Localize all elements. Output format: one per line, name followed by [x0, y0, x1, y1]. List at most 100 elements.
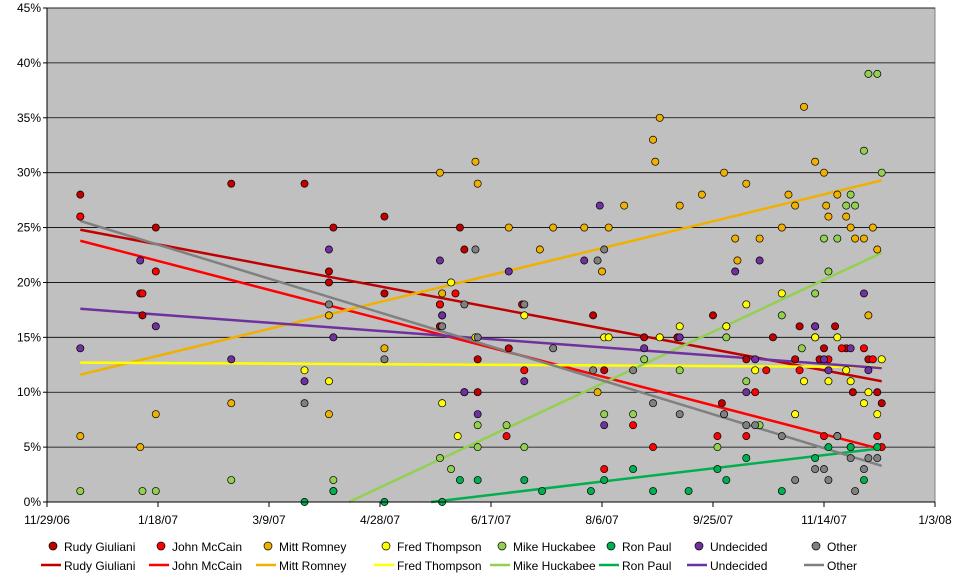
- data-point: [873, 69, 882, 78]
- data-point: [877, 168, 886, 177]
- data-point: [675, 410, 684, 419]
- data-point: [438, 322, 447, 331]
- data-point: [324, 278, 333, 287]
- data-point: [713, 465, 722, 474]
- data-point: [520, 377, 529, 386]
- data-point: [755, 234, 764, 243]
- trendline: [430, 446, 882, 504]
- data-point: [438, 399, 447, 408]
- data-point: [227, 355, 236, 364]
- legend-trend-label: John McCain: [172, 559, 242, 573]
- data-point: [851, 487, 860, 495]
- data-point: [649, 135, 658, 144]
- data-point: [837, 344, 846, 353]
- data-point: [873, 245, 882, 254]
- data-point: [473, 355, 482, 364]
- data-point: [435, 300, 444, 309]
- data-point: [227, 399, 236, 408]
- data-point: [589, 366, 598, 375]
- data-point: [784, 190, 793, 199]
- data-point: [649, 443, 658, 452]
- data-point: [824, 377, 833, 386]
- data-point: [877, 399, 886, 408]
- data-point: [768, 333, 777, 342]
- data-point: [791, 476, 800, 484]
- trendline: [79, 239, 883, 451]
- data-point: [473, 179, 482, 188]
- data-point: [864, 366, 873, 375]
- legend-trend-label: Mitt Romney: [279, 559, 346, 573]
- data-point: [151, 267, 160, 276]
- data-point: [811, 289, 820, 298]
- legend-label: Mike Huckabee: [513, 540, 596, 554]
- data-point: [589, 311, 598, 320]
- data-point: [593, 388, 602, 397]
- x-tick-label: 9/25/07: [693, 513, 733, 527]
- data-point: [438, 311, 447, 320]
- legend-marker: [606, 541, 616, 551]
- data-point: [649, 487, 658, 495]
- data-points: [76, 69, 886, 506]
- data-point: [820, 355, 828, 364]
- data-point: [629, 465, 638, 474]
- data-point: [76, 344, 85, 353]
- data-point: [846, 443, 855, 452]
- data-point: [655, 333, 664, 342]
- data-point: [600, 245, 609, 254]
- data-point: [820, 234, 828, 243]
- data-point: [733, 256, 742, 265]
- data-point: [833, 333, 842, 342]
- data-point: [860, 289, 868, 298]
- data-point: [864, 388, 873, 397]
- data-point: [742, 421, 751, 430]
- data-point: [873, 443, 882, 452]
- x-tick-label: 1/3/08: [918, 513, 952, 527]
- data-point: [846, 223, 855, 232]
- data-point: [151, 487, 160, 495]
- data-point: [580, 256, 589, 265]
- x-axis: 11/29/06 1/18/07 3/9/07 4/28/07 6/17/07 8/6/0…: [24, 501, 952, 527]
- data-point: [460, 300, 469, 309]
- data-point: [76, 212, 85, 221]
- data-point: [460, 245, 469, 254]
- data-point: [873, 388, 882, 397]
- data-point: [777, 432, 786, 441]
- data-point: [762, 366, 771, 375]
- data-point: [860, 234, 868, 243]
- data-point: [300, 399, 309, 408]
- data-point: [473, 443, 482, 452]
- data-point: [777, 487, 786, 495]
- data-point: [151, 322, 160, 331]
- data-point: [447, 278, 455, 287]
- data-point: [811, 465, 820, 474]
- data-point: [824, 267, 833, 276]
- data-point: [842, 201, 851, 210]
- data-point: [777, 289, 786, 298]
- legend-label: John McCain: [172, 540, 242, 554]
- data-point: [655, 113, 664, 122]
- data-point: [873, 454, 882, 463]
- data-point: [833, 432, 842, 441]
- data-point: [586, 487, 595, 495]
- data-point: [846, 377, 855, 386]
- data-point: [860, 344, 868, 353]
- data-point: [455, 476, 464, 484]
- legend-label: Mitt Romney: [279, 540, 346, 554]
- y-tick-label: 10%: [17, 385, 41, 399]
- data-point: [846, 344, 855, 353]
- data-point: [751, 421, 760, 430]
- data-point: [438, 289, 447, 298]
- data-point: [820, 432, 828, 441]
- legend-label: Rudy Giuliani: [64, 540, 135, 554]
- data-point: [720, 410, 729, 419]
- y-tick-label: 0%: [24, 495, 42, 509]
- data-point: [300, 366, 309, 375]
- legend-label: Undecided: [710, 540, 767, 554]
- data-point: [324, 267, 333, 276]
- data-point: [684, 487, 693, 495]
- data-point: [593, 256, 602, 265]
- data-point: [600, 421, 609, 430]
- data-point: [675, 322, 684, 331]
- y-tick-label: 45%: [17, 1, 41, 15]
- data-point: [860, 476, 868, 484]
